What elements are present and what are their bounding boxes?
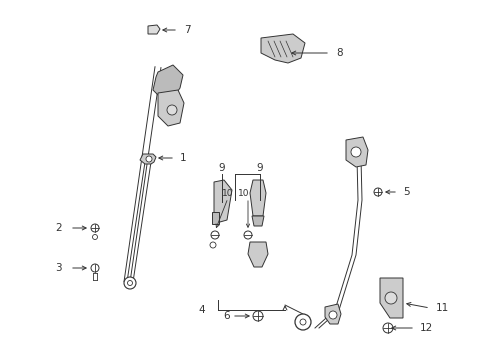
Text: 6: 6 <box>223 311 230 321</box>
Circle shape <box>374 188 382 196</box>
Polygon shape <box>248 242 268 267</box>
Text: 9: 9 <box>257 163 263 173</box>
Circle shape <box>127 280 132 285</box>
Text: 8: 8 <box>336 48 343 58</box>
Polygon shape <box>148 25 160 34</box>
Circle shape <box>300 319 306 325</box>
Polygon shape <box>250 180 266 216</box>
Text: 9: 9 <box>219 163 225 173</box>
Text: 10: 10 <box>238 189 250 198</box>
Polygon shape <box>212 212 219 224</box>
Polygon shape <box>261 34 305 63</box>
Polygon shape <box>214 180 232 222</box>
Circle shape <box>385 292 397 304</box>
Text: 3: 3 <box>55 263 62 273</box>
Text: 2: 2 <box>55 223 62 233</box>
Circle shape <box>124 277 136 289</box>
Circle shape <box>329 311 337 319</box>
Circle shape <box>351 147 361 157</box>
Text: 10: 10 <box>222 189 234 198</box>
Circle shape <box>91 224 99 232</box>
Text: 1: 1 <box>180 153 187 163</box>
Text: 4: 4 <box>198 305 205 315</box>
Polygon shape <box>325 304 341 324</box>
Circle shape <box>295 314 311 330</box>
Text: 5: 5 <box>403 187 410 197</box>
Circle shape <box>211 231 219 239</box>
Polygon shape <box>380 278 403 318</box>
Polygon shape <box>140 154 156 164</box>
Circle shape <box>146 156 152 162</box>
Circle shape <box>383 323 393 333</box>
Polygon shape <box>153 65 183 100</box>
Text: 7: 7 <box>184 25 191 35</box>
Circle shape <box>167 105 177 115</box>
Polygon shape <box>252 216 264 226</box>
Circle shape <box>93 234 98 239</box>
Circle shape <box>253 311 263 321</box>
Polygon shape <box>346 137 368 167</box>
Text: 11: 11 <box>436 303 449 313</box>
Polygon shape <box>158 90 184 126</box>
Circle shape <box>91 264 99 272</box>
Circle shape <box>210 242 216 248</box>
Circle shape <box>244 231 252 239</box>
Text: 12: 12 <box>420 323 433 333</box>
